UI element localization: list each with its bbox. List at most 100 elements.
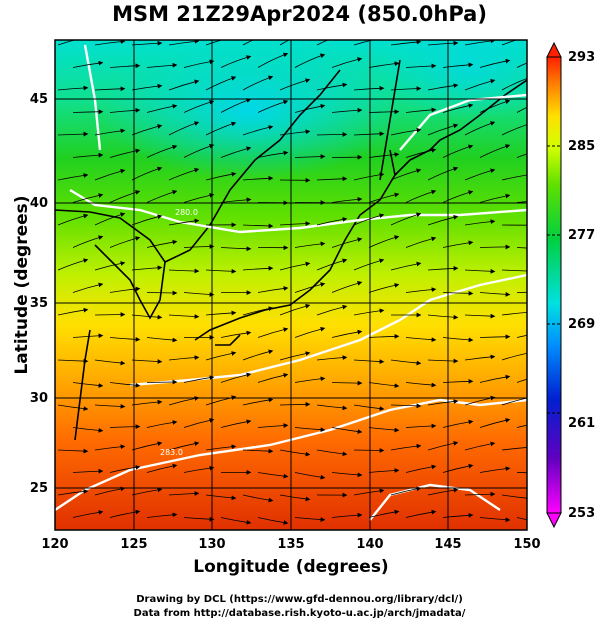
streamline: [353, 40, 385, 46]
streamline: [146, 420, 178, 428]
streamline: [242, 40, 254, 46]
streamline: [501, 75, 527, 91]
streamline: [146, 290, 178, 296]
streamline: [279, 303, 311, 316]
y-tick-label: 25: [30, 481, 48, 496]
streamline: [72, 382, 104, 388]
streamline: [368, 235, 400, 248]
streamline: [294, 326, 326, 338]
streamline: [516, 62, 527, 68]
streamline: [464, 40, 496, 46]
streamline: [405, 287, 437, 293]
streamline: [464, 491, 496, 497]
streamline: [516, 291, 527, 293]
streamline: [427, 166, 459, 181]
streamline: [427, 487, 459, 496]
streamline: [220, 246, 252, 252]
streamline: [94, 312, 126, 317]
streamline: [427, 314, 459, 320]
y-tick-label: 30: [30, 391, 48, 406]
streamline: [405, 107, 437, 113]
streamline: [316, 217, 348, 226]
streamline: [72, 282, 104, 293]
streamline: [220, 55, 252, 68]
streamline: [442, 190, 474, 203]
streamline: [479, 334, 511, 340]
streamline: [516, 517, 527, 521]
streamline: [368, 468, 400, 473]
streamline: [390, 86, 422, 92]
streamline: [279, 449, 311, 457]
streamline: [479, 193, 511, 203]
streamline: [427, 83, 459, 91]
streamline: [146, 512, 178, 518]
streamline: [294, 241, 326, 248]
streamline: [183, 244, 215, 249]
streamline: [294, 103, 326, 113]
streamline: [464, 78, 496, 91]
streamline: [205, 494, 237, 501]
wind-streamlines: [57, 40, 527, 525]
streamline: [279, 221, 311, 227]
streamline: [294, 427, 326, 433]
streamline: [464, 441, 496, 451]
streamline: [368, 192, 400, 203]
streamline: [501, 494, 527, 499]
streamline: [279, 129, 311, 136]
streamline: [146, 190, 178, 203]
streamline: [316, 82, 348, 91]
streamline: [183, 100, 215, 113]
streamline: [405, 63, 437, 69]
streamline: [294, 472, 326, 480]
streamline: [353, 404, 385, 411]
streamline: [331, 107, 363, 113]
streamline: [242, 397, 274, 406]
streamline: [405, 147, 437, 158]
streamline: [331, 512, 363, 518]
credit-data: Data from http://database.rish.kyoto-u.a…: [133, 608, 466, 619]
streamline: [316, 40, 329, 46]
streamline: [57, 213, 89, 226]
streamline: [331, 281, 363, 293]
streamline: [390, 359, 422, 366]
streamline: [353, 85, 385, 91]
streamline: [501, 397, 527, 406]
streamline: [479, 517, 511, 523]
streamline: [109, 148, 141, 158]
streamline: [168, 218, 200, 226]
streamline: [353, 359, 385, 364]
streamline: [331, 237, 363, 248]
streamline: [94, 40, 126, 46]
streamline: [205, 351, 237, 361]
streamline: [94, 261, 126, 271]
streamline: [257, 517, 289, 525]
streamline: [57, 448, 89, 454]
streamline: [501, 447, 527, 451]
streamline: [242, 125, 274, 136]
streamline: [72, 333, 104, 339]
streamline: [442, 240, 474, 248]
streamline: [205, 76, 237, 91]
streamline: [57, 307, 89, 316]
streamline: [405, 464, 437, 473]
streamline: [72, 193, 104, 203]
streamline: [316, 304, 348, 316]
streamline: [168, 491, 200, 496]
streamline: [57, 489, 89, 496]
streamline: [390, 212, 422, 226]
streamline: [405, 509, 437, 518]
streamline: [516, 378, 527, 383]
streamline: [479, 417, 511, 428]
streamline: [368, 61, 400, 68]
streamline: [183, 375, 215, 383]
streamline: [220, 517, 252, 525]
streamline: [390, 261, 422, 271]
streamline: [205, 310, 237, 316]
credit-drawing: Drawing by DCL (https://www.gfd-dennou.o…: [136, 594, 463, 605]
streamline: [316, 449, 348, 457]
streamline: [464, 313, 496, 319]
streamline: [501, 311, 527, 316]
streamline: [479, 466, 511, 473]
streamline: [427, 40, 459, 46]
streamline: [205, 268, 237, 274]
